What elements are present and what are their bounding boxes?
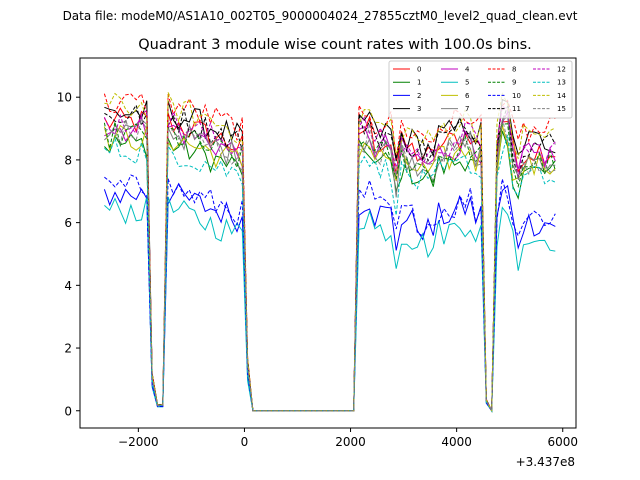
legend-label: 8 (512, 66, 516, 74)
series-line-9 (103, 121, 556, 413)
x-tick-label: 6000 (547, 435, 578, 449)
legend-label: 12 (557, 66, 566, 74)
legend-label: 3 (417, 105, 421, 113)
chart-title: Quadrant 3 module wise count rates with … (138, 37, 532, 53)
legend-label: 14 (557, 92, 566, 100)
legend-label: 11 (512, 105, 521, 113)
x-tick-label: 0 (241, 435, 249, 449)
legend-label: 9 (512, 79, 516, 87)
y-tick-label: 6 (64, 216, 72, 230)
plot-lines (103, 92, 556, 413)
series-line-5 (104, 196, 556, 413)
series-line-6 (103, 124, 556, 413)
series-line-2 (103, 182, 556, 413)
series-line-10 (104, 174, 556, 413)
legend-label: 15 (557, 105, 566, 113)
series-line-0 (103, 107, 556, 412)
legend-label: 1 (417, 79, 421, 87)
legend-label: 0 (417, 66, 421, 74)
legend-box (388, 60, 573, 119)
series-line-13 (104, 134, 556, 413)
series-line-11 (104, 103, 556, 412)
legend-label: 4 (465, 66, 470, 74)
y-axis: 0 2 4 6 8 10 (57, 91, 80, 418)
y-tick-label: 10 (57, 91, 72, 105)
legend-label: 6 (465, 92, 470, 100)
y-tick-label: 2 (64, 342, 72, 356)
series-line-4 (104, 110, 556, 413)
series-line-15 (104, 117, 556, 413)
y-tick-label: 4 (64, 279, 72, 293)
x-offset-label: +3.437e8 (516, 455, 575, 469)
suptitle: Data file: modeM0/AS1A10_002T05_90000040… (63, 9, 578, 23)
x-axis: −2000 0 2000 4000 6000 (118, 428, 578, 449)
legend-label: 2 (417, 92, 421, 100)
series-line-8 (103, 92, 556, 412)
series-line-7 (104, 116, 556, 412)
series-line-1 (104, 130, 556, 412)
axes-frame (79, 57, 577, 429)
legend-label: 13 (557, 79, 566, 87)
y-tick-label: 0 (64, 404, 72, 418)
x-tick-label: −2000 (118, 435, 159, 449)
legend-label: 10 (512, 92, 521, 100)
series-line-14 (104, 92, 556, 412)
legend-label: 7 (465, 105, 469, 113)
x-tick-label: 2000 (335, 435, 366, 449)
legend-label: 5 (465, 79, 469, 87)
y-tick-label: 8 (64, 153, 72, 167)
x-tick-label: 4000 (441, 435, 472, 449)
